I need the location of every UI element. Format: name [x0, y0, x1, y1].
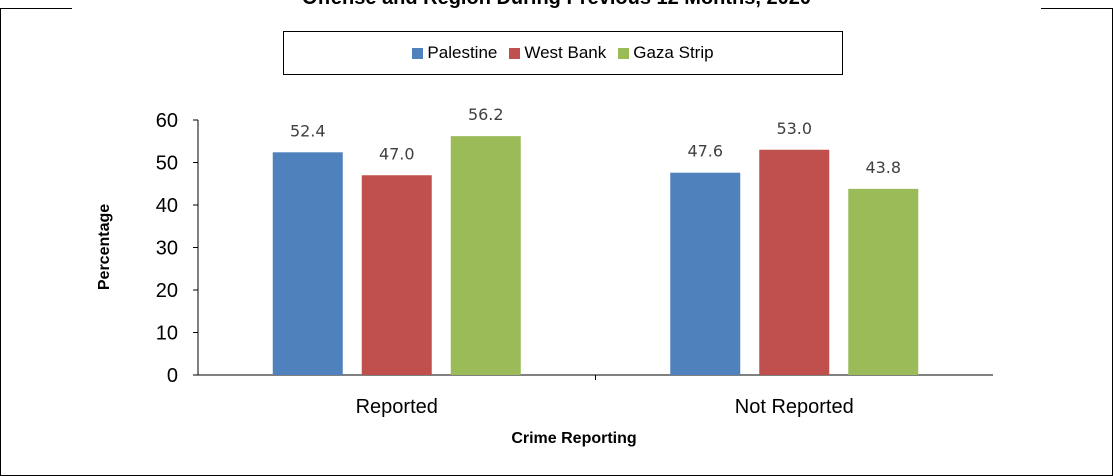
legend-swatch-gaza-strip [618, 47, 630, 59]
legend: Palestine West Bank Gaza Strip [283, 31, 843, 75]
legend-swatch-west-bank [509, 47, 521, 59]
y-tick-label: 30 [156, 238, 178, 260]
legend-entry-west-bank: West Bank [509, 43, 606, 63]
y-tick-label: 60 [156, 110, 178, 132]
bar [759, 149, 830, 375]
y-tick-label: 0 [167, 365, 178, 387]
legend-label-palestine: Palestine [427, 43, 498, 62]
y-tick-label: 50 [156, 153, 178, 175]
legend-entry-palestine: Palestine [412, 43, 497, 63]
bar [450, 136, 521, 375]
y-tick-label: 20 [156, 280, 178, 302]
bar [670, 172, 741, 375]
data-label: 56.2 [468, 105, 504, 124]
legend-label-west-bank: West Bank [524, 43, 607, 62]
data-label: 43.8 [865, 158, 901, 177]
y-tick-label: 10 [156, 323, 178, 345]
bar [361, 175, 432, 375]
data-label: 47.0 [379, 144, 415, 163]
chart-frame [0, 8, 1113, 476]
data-label: 52.4 [290, 121, 326, 140]
data-label: 53.0 [776, 119, 812, 138]
bar [848, 188, 919, 375]
legend-label-gaza-strip: Gaza Strip [633, 43, 714, 62]
x-axis-title: Crime Reporting [511, 430, 636, 447]
x-tick-label: Not Reported [735, 396, 854, 418]
y-tick-label: 40 [156, 195, 178, 217]
legend-entry-gaza-strip: Gaza Strip [618, 43, 714, 63]
y-axis-title: Percentage [96, 204, 113, 290]
chart-title: Offense and Region During Previous 12 Mo… [0, 0, 1113, 10]
x-tick-label: Reported [356, 396, 438, 418]
bar [272, 152, 343, 375]
title-background [72, 0, 1041, 10]
legend-swatch-palestine [412, 47, 424, 59]
data-label: 47.6 [687, 142, 723, 161]
